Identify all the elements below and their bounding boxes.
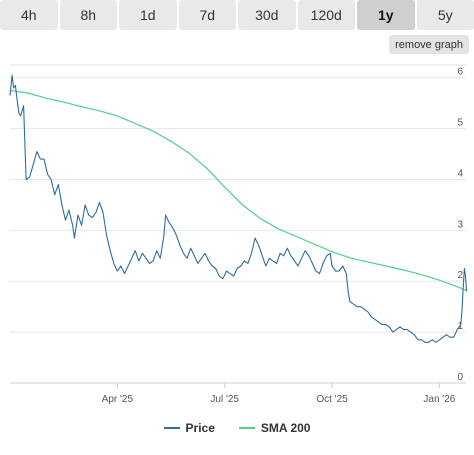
- timeframe-tabs: 4h 8h 1d 7d 30d 120d 1y 5y: [0, 0, 474, 30]
- legend-swatch-price: [163, 427, 180, 429]
- x-tick-label: Jul '25: [210, 394, 239, 405]
- y-tick-label: 0: [457, 372, 463, 383]
- tab-1y[interactable]: 1y: [357, 0, 415, 30]
- chart-series: [9, 74, 468, 343]
- y-tick-label: 6: [457, 67, 463, 78]
- legend-label-price: Price: [185, 421, 215, 435]
- tab-4h[interactable]: 4h: [0, 0, 58, 30]
- tab-5y[interactable]: 5y: [416, 0, 474, 30]
- x-axis-ticks: Apr '25 Jul '25 Oct '25 Jan '26: [102, 383, 456, 405]
- y-tick-label: 3: [457, 219, 463, 230]
- legend-item-price[interactable]: Price: [163, 421, 215, 435]
- legend-swatch-sma: [238, 427, 255, 429]
- tab-7d[interactable]: 7d: [178, 0, 236, 30]
- chart-legend: Price SMA 200: [0, 421, 474, 435]
- tab-30d[interactable]: 30d: [238, 0, 296, 30]
- y-tick-label: 1: [457, 321, 463, 332]
- chart-grid: [10, 64, 466, 384]
- y-tick-label: 4: [457, 168, 463, 179]
- tab-120d[interactable]: 120d: [297, 0, 355, 30]
- y-tick-label: 2: [457, 270, 463, 281]
- x-tick-label: Oct '25: [316, 394, 348, 405]
- y-axis-ticks: 0 1 2 3 4 5 6: [457, 67, 463, 383]
- y-tick-label: 5: [457, 118, 463, 129]
- tab-8h[interactable]: 8h: [59, 0, 117, 30]
- series-line-sma-200: [9, 89, 467, 291]
- x-tick-label: Jan '26: [423, 394, 455, 405]
- x-tick-label: Apr '25: [102, 394, 134, 405]
- remove-graph-button[interactable]: remove graph: [389, 35, 469, 54]
- legend-item-sma[interactable]: SMA 200: [238, 421, 311, 435]
- tab-1d[interactable]: 1d: [119, 0, 177, 30]
- legend-label-sma: SMA 200: [260, 421, 311, 435]
- series-line-price: [9, 74, 468, 343]
